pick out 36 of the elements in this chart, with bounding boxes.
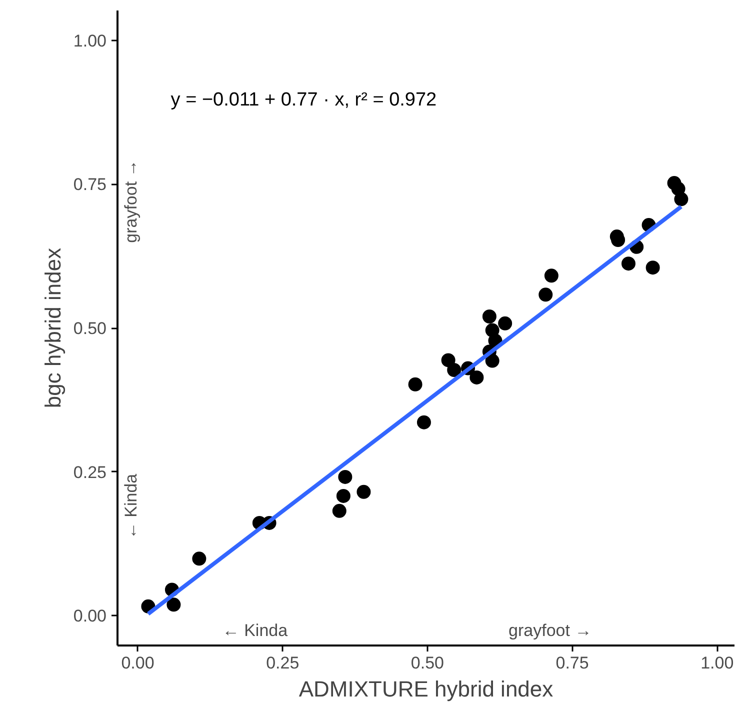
point: [441, 353, 456, 368]
point: [544, 268, 558, 283]
point: [332, 504, 346, 518]
x-tick-label: 0.25: [266, 654, 300, 672]
annotation: ← Kinda: [222, 621, 288, 640]
annotation: y = −0.011 + 0.77 · x, r² = 0.972: [170, 90, 437, 111]
point: [192, 552, 206, 566]
point: [338, 470, 352, 484]
point: [538, 288, 553, 302]
annotation: grayfoot →: [508, 621, 592, 640]
point: [336, 488, 350, 503]
y-tick-label: 0.75: [73, 175, 107, 194]
point: [498, 316, 512, 330]
x-tick-label: 0.75: [556, 654, 589, 672]
y-tick-label: 0.25: [73, 462, 107, 482]
annotation: grayfoot →: [121, 160, 140, 243]
annotation: ← Kinda: [121, 473, 140, 540]
y-tick-label: 0.50: [73, 319, 107, 338]
x-tick-label: 0.50: [410, 654, 444, 672]
point: [470, 370, 484, 384]
x-axis-title: ADMIXTURE hybrid index: [298, 676, 554, 702]
point: [416, 415, 431, 430]
x-tick-label: 0.00: [121, 654, 154, 672]
point: [674, 192, 688, 206]
point: [646, 260, 660, 275]
y-axis-title: bgc hybrid index: [40, 248, 66, 408]
point: [408, 377, 422, 392]
point: [482, 310, 496, 324]
point: [447, 363, 462, 377]
y-tick-label: 1.00: [73, 31, 107, 50]
point: [166, 598, 181, 612]
point: [621, 256, 636, 271]
point: [485, 354, 500, 368]
point: [356, 484, 371, 499]
x-tick-label: 1.00: [700, 654, 734, 672]
y-tick-label: 0.00: [73, 606, 107, 626]
